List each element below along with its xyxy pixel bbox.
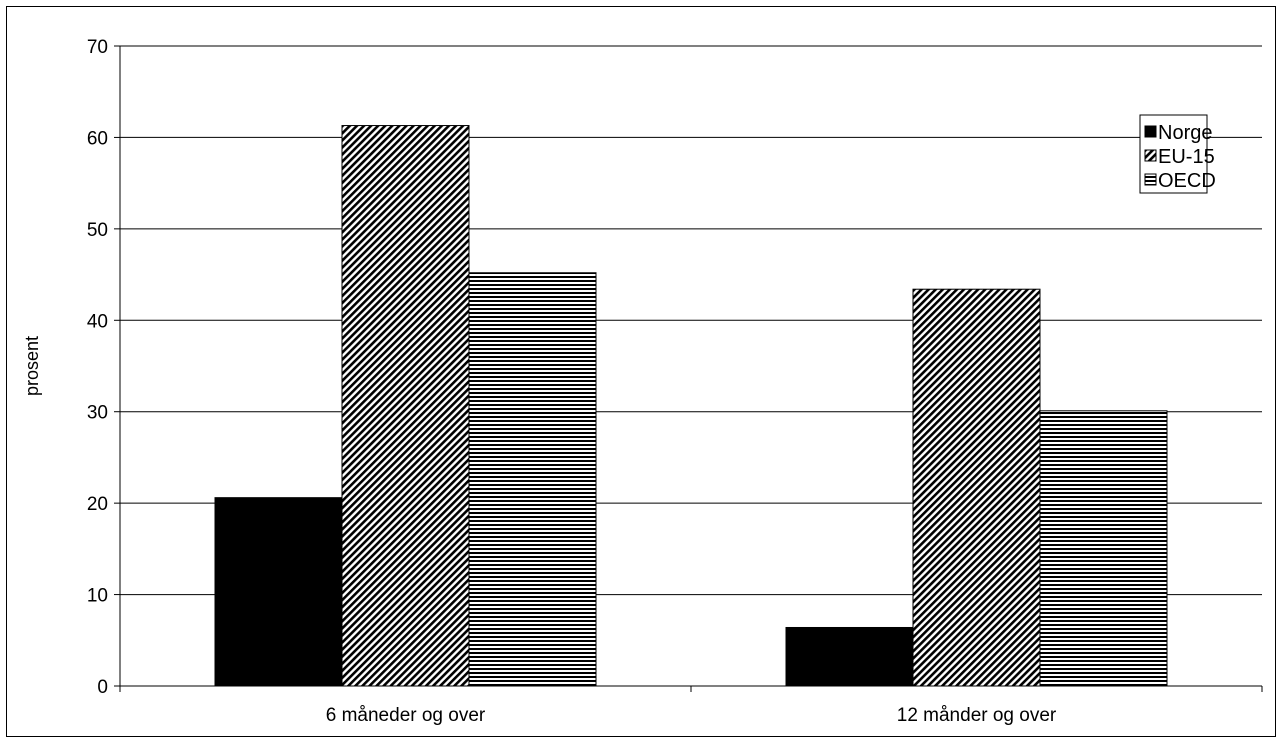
bar-oecd-1 bbox=[468, 272, 597, 687]
bar-oecd-2 bbox=[1039, 410, 1168, 687]
y-tick-label: 10 bbox=[87, 586, 108, 607]
legend-swatch-eu15 bbox=[1144, 149, 1157, 162]
axes bbox=[114, 45, 1263, 692]
y-tick-labels: 0 10 20 30 40 50 60 70 bbox=[87, 37, 108, 698]
x-tick-labels: 6 måneder og over 12 månder og over bbox=[326, 705, 1057, 726]
legend-label-eu15: EU-15 bbox=[1158, 146, 1215, 168]
legend-item-norge: Norge bbox=[1144, 122, 1212, 144]
y-tick-label: 70 bbox=[87, 37, 108, 58]
y-axis-title: prosent bbox=[22, 336, 42, 396]
legend: Norge EU-15 OECD bbox=[1139, 114, 1216, 194]
y-tick-label: 60 bbox=[87, 128, 108, 149]
bar-eu15-2 bbox=[912, 288, 1041, 687]
legend-swatch-oecd bbox=[1144, 173, 1157, 186]
y-tick-label: 20 bbox=[87, 494, 108, 515]
bar-norge-2 bbox=[785, 626, 914, 687]
legend-swatch-norge bbox=[1144, 125, 1157, 138]
legend-label-oecd: OECD bbox=[1158, 170, 1216, 192]
bar-eu15-1 bbox=[341, 125, 470, 687]
x-tick-label: 6 måneder og over bbox=[326, 705, 486, 726]
legend-item-eu15: EU-15 bbox=[1144, 146, 1215, 168]
bar-norge-1 bbox=[214, 497, 343, 687]
x-tick-label: 12 månder og over bbox=[897, 705, 1057, 726]
legend-label-norge: Norge bbox=[1158, 122, 1212, 144]
y-tick-label: 0 bbox=[97, 677, 108, 698]
legend-item-oecd: OECD bbox=[1144, 170, 1216, 192]
y-tick-label: 30 bbox=[87, 403, 108, 424]
y-tick-label: 40 bbox=[87, 311, 108, 332]
y-tick-label: 50 bbox=[87, 220, 108, 241]
bars bbox=[214, 125, 1168, 687]
